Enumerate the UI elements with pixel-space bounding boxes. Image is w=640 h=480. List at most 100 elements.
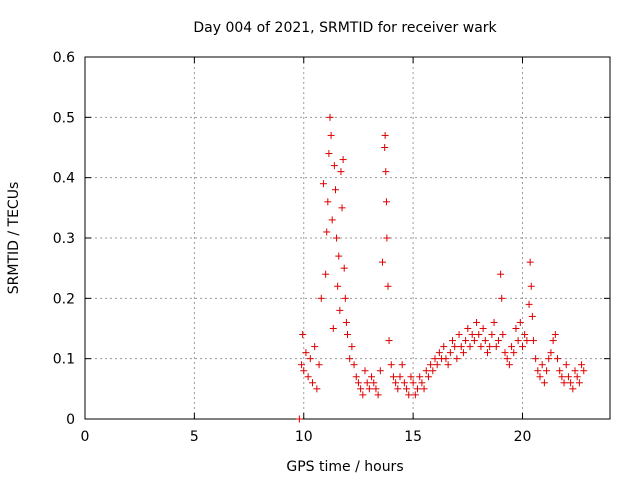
data-point xyxy=(384,282,392,290)
data-point xyxy=(414,385,421,393)
grid-lines xyxy=(85,57,610,419)
data-point xyxy=(455,331,463,339)
data-point xyxy=(571,367,579,375)
data-point xyxy=(372,385,380,393)
data-point xyxy=(575,379,583,387)
data-point xyxy=(382,168,390,176)
data-point xyxy=(492,343,500,351)
data-point xyxy=(299,331,307,339)
data-point xyxy=(558,373,566,381)
data-point xyxy=(545,355,553,363)
data-point xyxy=(350,361,358,369)
data-point xyxy=(324,198,332,206)
data-point xyxy=(453,355,461,363)
data-point xyxy=(446,349,454,357)
data-point xyxy=(473,318,481,326)
data-point xyxy=(361,367,369,375)
data-point xyxy=(363,379,371,387)
data-point xyxy=(368,373,376,381)
data-point xyxy=(516,318,524,326)
x-tick-label: 10 xyxy=(295,429,313,445)
data-point xyxy=(523,337,531,345)
x-tick-label: 15 xyxy=(404,429,422,445)
data-point xyxy=(335,252,343,260)
data-point xyxy=(357,385,365,393)
data-point xyxy=(319,180,327,188)
data-point xyxy=(534,367,542,375)
data-point xyxy=(433,361,441,369)
data-point xyxy=(306,355,314,363)
data-point xyxy=(398,361,406,369)
data-point xyxy=(330,162,338,170)
data-point xyxy=(336,306,344,314)
data-point xyxy=(429,367,437,375)
y-tick-label: 0.5 xyxy=(53,110,75,126)
data-point xyxy=(484,349,491,357)
data-point xyxy=(512,325,520,332)
x-tick-label: 0 xyxy=(81,429,90,445)
data-point xyxy=(459,349,467,357)
data-point xyxy=(416,373,424,381)
data-point xyxy=(374,391,382,399)
data-point xyxy=(514,337,522,345)
data-point xyxy=(462,337,470,345)
data-point xyxy=(431,355,439,363)
data-point xyxy=(313,385,321,393)
x-tick-label: 5 xyxy=(190,429,199,445)
data-point xyxy=(556,367,564,375)
data-point xyxy=(549,337,557,345)
data-point xyxy=(564,373,572,381)
data-point xyxy=(331,186,339,194)
data-point xyxy=(328,216,336,224)
data-point xyxy=(411,391,419,399)
data-point xyxy=(387,361,395,369)
data-point xyxy=(427,361,435,369)
data-point xyxy=(339,156,347,164)
data-point xyxy=(376,367,384,375)
data-point xyxy=(490,318,498,326)
data-point xyxy=(488,331,496,339)
data-point xyxy=(464,325,472,332)
data-point xyxy=(346,355,354,363)
data-point xyxy=(334,282,342,290)
data-point xyxy=(527,282,535,290)
data-point xyxy=(477,343,485,351)
data-point xyxy=(381,144,389,151)
data-point xyxy=(325,150,333,158)
data-point xyxy=(442,355,450,363)
data-point xyxy=(466,343,474,351)
data-point xyxy=(479,325,487,332)
data-point xyxy=(323,228,331,236)
data-point xyxy=(567,379,575,387)
y-tick-label: 0.1 xyxy=(53,352,75,368)
data-point xyxy=(494,337,502,345)
data-point xyxy=(444,361,452,369)
data-point xyxy=(532,355,540,363)
data-point xyxy=(389,373,397,381)
data-point xyxy=(551,331,559,339)
data-point xyxy=(451,343,459,351)
data-point xyxy=(521,331,529,339)
data-point xyxy=(344,331,351,339)
data-point xyxy=(569,385,577,393)
data-point xyxy=(457,343,465,351)
data-point xyxy=(329,325,337,332)
data-point xyxy=(405,391,413,399)
data-point xyxy=(519,343,526,351)
data-point xyxy=(499,331,507,339)
data-point xyxy=(327,131,335,139)
data-point xyxy=(424,373,432,381)
data-point xyxy=(326,113,334,121)
data-point xyxy=(300,367,308,375)
data-point xyxy=(578,361,586,369)
data-point xyxy=(526,258,534,266)
y-tick-label: 0.3 xyxy=(53,231,75,247)
data-point xyxy=(540,379,548,387)
data-point xyxy=(440,343,448,351)
x-axis-label: GPS time / hours xyxy=(286,459,403,475)
data-point xyxy=(370,379,378,387)
data-point xyxy=(498,294,506,302)
data-point xyxy=(407,373,415,381)
data-point xyxy=(295,415,303,423)
